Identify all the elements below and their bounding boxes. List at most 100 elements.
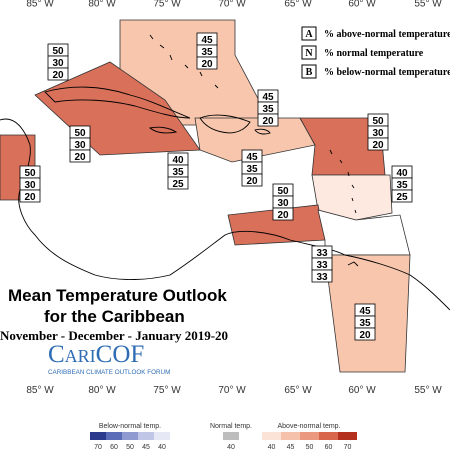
legend-key-box	[301, 26, 317, 41]
prob-value: 50	[74, 128, 86, 139]
colorbar-cell	[90, 432, 106, 440]
prob-value: 35	[396, 180, 408, 191]
colorbar-tick: 40	[268, 444, 276, 450]
longitude-label: 75° W	[153, 0, 181, 10]
prob-value: 50	[372, 116, 384, 127]
prob-value: 20	[24, 192, 36, 203]
prob-value: 50	[277, 186, 289, 197]
longitude-label: 55° W	[414, 0, 442, 10]
prob-value: 20	[262, 116, 274, 127]
prob-value: 30	[277, 198, 289, 209]
longitude-labels-top: 85° W 80° W 75° W 70° W 65° W 60° W 55° W	[26, 0, 442, 10]
prob-value: 20	[201, 59, 213, 70]
prob-value: 45	[359, 306, 371, 317]
prob-value: 35	[201, 47, 213, 58]
colorbar-cell	[106, 432, 122, 440]
prob-cell	[196, 56, 218, 70]
longitude-label: 70° W	[218, 385, 246, 396]
colorbar-tick: 50	[126, 444, 134, 450]
prob-cell	[311, 269, 333, 283]
prob-cell	[19, 189, 41, 203]
longitude-label: 55° W	[414, 385, 442, 396]
prob-value: 20	[277, 210, 289, 221]
prob-value: 20	[359, 330, 371, 341]
colorbar-cell	[223, 432, 239, 440]
legend: A % above-normal temperature N % normal tem…	[293, 22, 450, 86]
prob-value: 35	[359, 318, 371, 329]
prob-value: 30	[24, 180, 36, 191]
prob-cell	[391, 189, 413, 203]
prob-cell	[272, 207, 294, 221]
longitude-label: 60° W	[348, 0, 376, 10]
prob-value: 35	[262, 104, 274, 115]
colorbar-tick: 50	[306, 444, 314, 450]
prob-value: 50	[24, 168, 36, 179]
region	[194, 117, 316, 163]
prob-value: 45	[262, 92, 274, 103]
colorbar-cell	[262, 432, 281, 440]
longitude-label: 65° W	[284, 385, 312, 396]
legend-text: % below-normal temperature	[324, 67, 450, 78]
subtitle: November - December - January 2019-20	[0, 328, 228, 343]
colorbar-tick: 60	[325, 444, 333, 450]
prob-cell	[47, 67, 69, 81]
longitude-label: 65° W	[284, 0, 312, 10]
logo-tagline: CARIBBEAN CLIMATE OUTLOOK FORUM	[48, 369, 170, 376]
prob-value: 40	[172, 155, 184, 166]
colorbar-label: Below-normal temp.	[99, 423, 161, 430]
colorbar: 70 60 50 45 40 40 40 45 50 60 70 Below-normal temp.…	[90, 423, 357, 450]
colorbar-tick: 70	[94, 444, 102, 450]
legend-key: A	[305, 29, 313, 40]
prob-value: 30	[372, 128, 384, 139]
colorbar-label: Normal temp.	[210, 423, 252, 430]
legend-text: % above-normal temperature	[324, 29, 450, 40]
prob-cell	[367, 137, 389, 151]
prob-value: 40	[396, 168, 408, 179]
logo-name: CariCOF	[48, 341, 144, 368]
colorbar-cell	[154, 432, 170, 440]
colorbar-cell	[300, 432, 319, 440]
longitude-label: 80° W	[88, 0, 116, 10]
longitude-labels-bottom: 85° W 80° W 75° W 70° W 65° W 60° W 55° W	[26, 385, 442, 396]
prob-cell	[69, 149, 91, 163]
legend-key-box	[301, 64, 317, 79]
prob-cell	[354, 327, 376, 341]
prob-cell	[257, 113, 279, 127]
prob-value: 25	[172, 179, 184, 190]
colorbar-tick: 40	[158, 444, 166, 450]
regions	[0, 19, 411, 373]
colorbar-tick: 40	[227, 444, 235, 450]
prob-value: 35	[172, 167, 184, 178]
legend-key-box	[301, 45, 317, 60]
prob-value: 20	[246, 176, 258, 187]
colorbar-cell	[319, 432, 338, 440]
prob-value: 35	[246, 164, 258, 175]
prob-value: 30	[74, 140, 86, 151]
colorbar-cell	[138, 432, 154, 440]
prob-value: 33	[316, 272, 328, 283]
prob-value: 20	[74, 152, 86, 163]
title-block: Mean Temperature Outlook for the Caribbe…	[0, 286, 228, 376]
legend-key: B	[306, 67, 313, 78]
prob-value: 50	[52, 46, 64, 57]
longitude-label: 80° W	[88, 385, 116, 396]
colorbar-tick: 45	[287, 444, 295, 450]
colorbar-tick: 45	[142, 444, 150, 450]
colorbar-tick: 60	[110, 444, 118, 450]
prob-value: 25	[396, 192, 408, 203]
legend-key: N	[305, 48, 313, 59]
longitude-label: 75° W	[153, 385, 181, 396]
prob-value: 30	[52, 58, 64, 69]
longitude-label: 60° W	[348, 385, 376, 396]
colorbar-label: Above-normal temp.	[277, 423, 340, 430]
prob-value: 20	[52, 70, 64, 81]
region-probabilities: 4535205030205030205030204535204035254535…	[19, 32, 413, 341]
longitude-label: 85° W	[26, 0, 54, 10]
region	[311, 174, 393, 221]
prob-value: 20	[372, 140, 384, 151]
prob-value: 33	[316, 260, 328, 271]
colorbar-cell	[338, 432, 357, 440]
colorbar-tick: 70	[344, 444, 352, 450]
prob-cell	[241, 173, 263, 187]
colorbar-cell	[281, 432, 300, 440]
